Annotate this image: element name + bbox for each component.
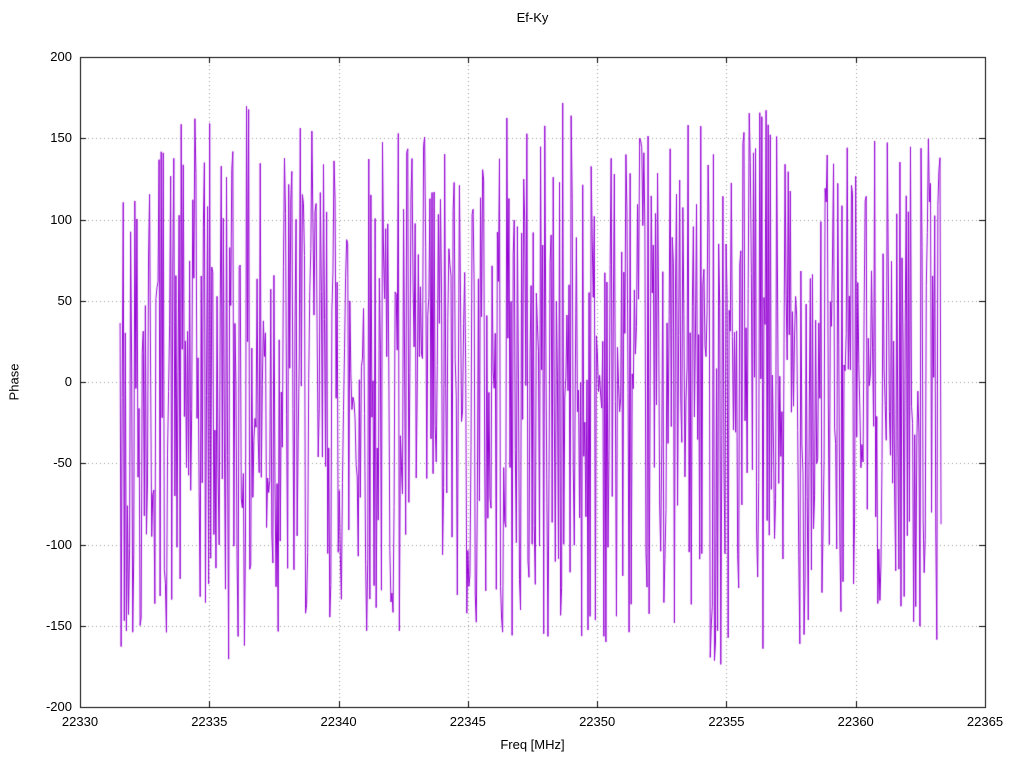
y-tick-label: 100: [50, 211, 72, 227]
x-tick-label: 22360: [837, 714, 874, 729]
x-tick-label: 22335: [191, 714, 228, 729]
y-tick-label: 50: [57, 292, 72, 308]
chart-title: Ef-Ky: [516, 10, 549, 25]
x-axis-label: Freq [MHz]: [500, 737, 565, 752]
y-tick-label: 0: [64, 374, 72, 389]
x-tick-label: 22330: [61, 714, 99, 729]
y-tick-label: -200: [45, 699, 72, 714]
y-tick-label: -150: [45, 617, 72, 633]
y-tick-label: -100: [45, 536, 72, 552]
x-tick-label: 22365: [966, 714, 1004, 729]
x-tick-label: 22350: [579, 714, 616, 729]
x-tick-label: 22345: [449, 714, 486, 729]
y-tick-label: 150: [50, 130, 72, 146]
x-tick-label: 22355: [708, 714, 745, 729]
x-tick-label: 22340: [320, 714, 357, 729]
y-tick-label: 200: [50, 49, 72, 64]
y-tick-label: -50: [53, 455, 72, 471]
